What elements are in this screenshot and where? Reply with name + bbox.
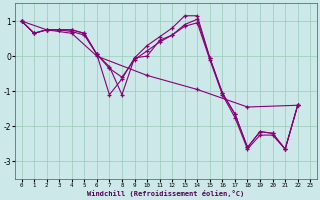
X-axis label: Windchill (Refroidissement éolien,°C): Windchill (Refroidissement éolien,°C) xyxy=(87,190,244,197)
